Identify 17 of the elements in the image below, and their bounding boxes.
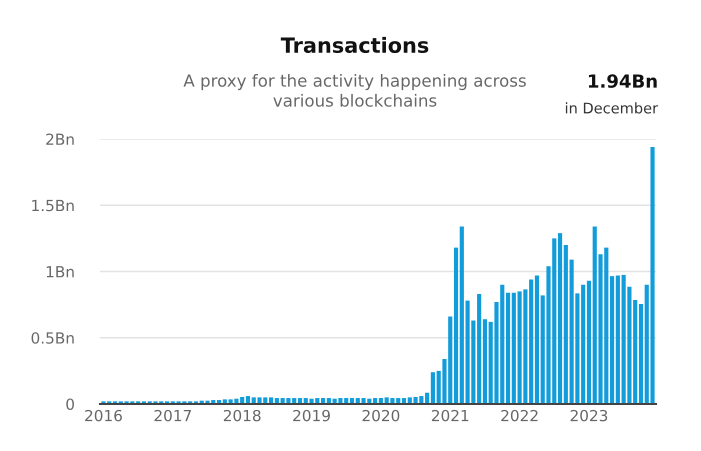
y-tick-label: 2Bn (46, 133, 74, 145)
text: 1.94Bn (588, 74, 657, 88)
x-tick-label: 2019 (293, 410, 330, 422)
x-tick-label: 2017 (154, 410, 191, 422)
x-tick-label: 2016 (85, 410, 122, 422)
x-tick-label: 2022 (501, 410, 538, 422)
y-tick-label: 0 (66, 398, 74, 410)
x-tick-label: 2020 (362, 410, 400, 422)
text: in December (566, 102, 658, 114)
y-tick-label: 1Bn (46, 266, 74, 278)
x-tick-label: 2023 (570, 410, 608, 422)
x-tick-label: 2021 (432, 410, 468, 422)
chart-title: Transactions (280, 36, 428, 54)
chart-subtitle: A proxy for the activity happening across various blockchains (183, 74, 526, 107)
y-tick-label: 1.5Bn (32, 200, 74, 212)
y-tick-label: 0.5Bn (32, 332, 74, 344)
x-tick-label: 2018 (224, 410, 261, 422)
